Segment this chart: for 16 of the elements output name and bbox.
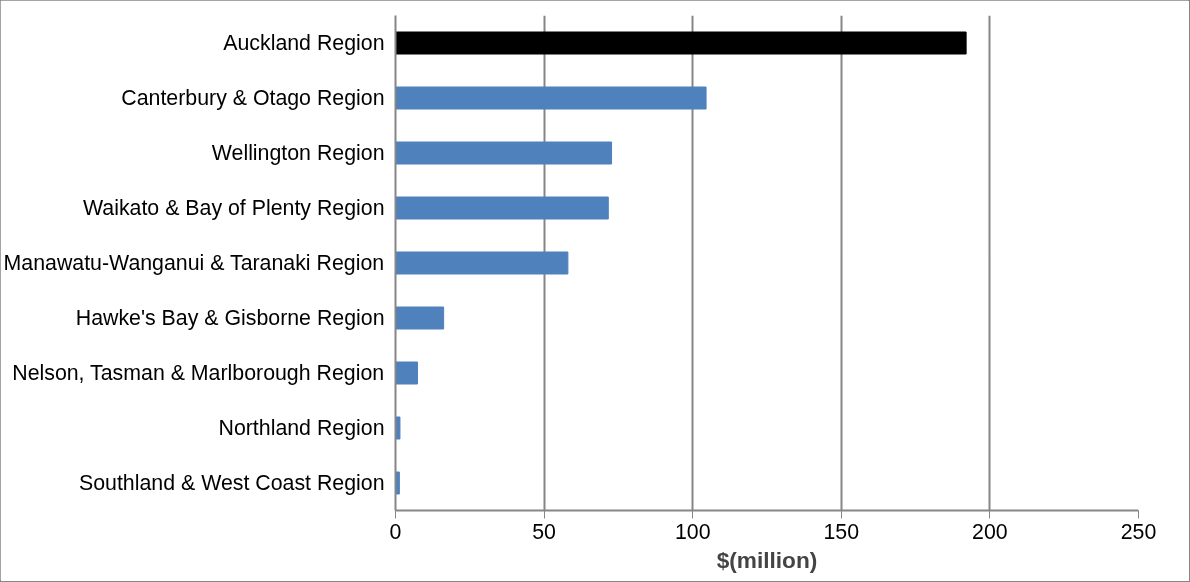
x-tick-label: 0 bbox=[389, 519, 402, 544]
x-tick-label: 250 bbox=[1120, 519, 1157, 544]
x-tick-label: 150 bbox=[823, 519, 860, 544]
y-tick-label: Southland & West Coast Region bbox=[79, 471, 385, 495]
x-tick-label: 200 bbox=[972, 519, 1008, 544]
x-tick-label: 100 bbox=[674, 519, 711, 544]
x-axis-title: $(million) bbox=[716, 546, 818, 573]
y-tick-label: Canterbury & Otago Region bbox=[121, 86, 385, 110]
y-tick-label: Northland Region bbox=[218, 416, 385, 440]
y-tick-label: Wellington Region bbox=[211, 141, 385, 165]
y-tick-label: Hawke's Bay & Gisborne Region bbox=[75, 306, 385, 330]
x-tick-label: 50 bbox=[532, 519, 557, 544]
y-tick-label: Nelson, Tasman & Marlborough Region bbox=[12, 361, 385, 385]
y-tick-label: Manawatu-Wanganui & Taranaki Region bbox=[3, 251, 385, 275]
y-tick-label: Waikato & Bay of Plenty Region bbox=[82, 196, 385, 220]
y-tick-label: Auckland Region bbox=[223, 31, 385, 55]
